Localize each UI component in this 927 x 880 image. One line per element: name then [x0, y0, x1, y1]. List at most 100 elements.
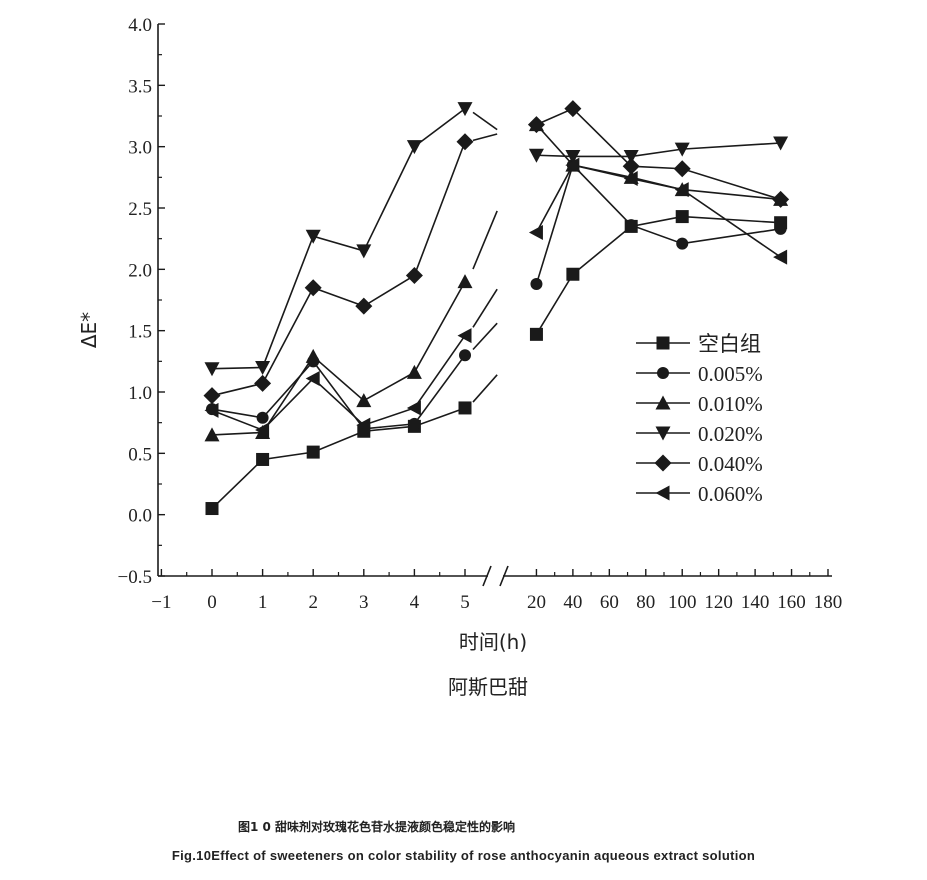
y-tick-label: 4.0 [128, 15, 152, 36]
data-point [204, 402, 219, 418]
data-point [356, 244, 372, 259]
legend-label: 0.040% [698, 452, 763, 476]
data-point [255, 422, 270, 438]
axes: −0.5 0.0 0.5 1.0 1.5 2.0 2.5 3.0 3.5 4.0 −1 0 1 2 3 4 5 2… [118, 15, 843, 613]
y-tick-label: 2.0 [128, 260, 152, 281]
x-axis-title: 时间(h) [459, 630, 527, 654]
x-tick-label: 80 [636, 592, 655, 613]
legend-label: 0.010% [698, 392, 763, 416]
data-point [675, 210, 689, 224]
x-tick-label: 4 [410, 592, 420, 613]
data-point [408, 417, 421, 430]
break-connector [472, 133, 498, 142]
legend-marker [654, 454, 672, 472]
data-point [459, 349, 471, 362]
data-point [774, 222, 787, 235]
x-tick-label: 0 [207, 592, 217, 613]
x-tick-label: 100 [668, 592, 697, 613]
legend-marker [655, 426, 671, 441]
x-tick-label: 120 [704, 592, 733, 613]
x-tick-label: 160 [777, 592, 806, 613]
data-point [256, 411, 269, 424]
data-point [254, 374, 272, 392]
line-chart: −0.5 0.0 0.5 1.0 1.5 2.0 2.5 3.0 3.5 4.0 −1 0 1 2 3 4 5 2… [77, 15, 843, 699]
data-point [530, 278, 543, 291]
data-point [676, 237, 689, 250]
legend-item: 0.005% [636, 362, 763, 386]
data-point [528, 225, 543, 241]
legend-item: 0.060% [636, 482, 763, 506]
data-point [674, 142, 690, 157]
series-4 [204, 102, 789, 377]
data-point [623, 149, 639, 164]
x-tick-label: 40 [563, 592, 582, 613]
data-point [305, 229, 321, 244]
legend-item: 空白组 [636, 332, 761, 356]
legend-marker [655, 485, 670, 501]
data-point [356, 417, 371, 433]
data-point [457, 102, 473, 117]
data-point [305, 348, 321, 363]
break-connector [472, 210, 498, 270]
break-connector [472, 322, 498, 351]
legend-item: 0.010% [636, 392, 763, 416]
data-point [305, 371, 320, 387]
series-line-right [535, 163, 781, 285]
series-line-left [211, 108, 466, 370]
data-point [529, 327, 543, 341]
data-point [457, 274, 473, 289]
legend-marker [656, 336, 670, 350]
data-point [458, 401, 472, 415]
series-5 [203, 100, 790, 405]
legend-label: 空白组 [698, 332, 761, 356]
series-line-right [535, 164, 782, 258]
x-tick-label: 60 [600, 592, 619, 613]
data-point [457, 328, 472, 344]
legend-label: 0.005% [698, 362, 763, 386]
data-point [565, 149, 581, 164]
legend-label: 0.020% [698, 422, 763, 446]
data-point [205, 502, 219, 516]
y-tick-label: 2.5 [128, 199, 152, 220]
data-point [356, 393, 372, 408]
axis-break-mark [499, 565, 509, 587]
axis-break-mark [482, 565, 492, 587]
legend-label: 0.060% [698, 482, 763, 506]
data-point [673, 160, 691, 178]
legend-item: 0.020% [636, 422, 763, 446]
y-tick-label: 1.5 [128, 322, 152, 343]
data-point [622, 157, 640, 175]
x-tick-label: 5 [460, 592, 470, 613]
series-line-left [211, 281, 466, 436]
data-point [566, 267, 580, 281]
data-point [528, 148, 544, 163]
data-point [304, 279, 322, 297]
data-point [564, 100, 582, 118]
data-point [565, 157, 580, 173]
y-tick-label: −0.5 [118, 567, 152, 588]
data-point [623, 171, 638, 187]
series-line-left [211, 407, 466, 510]
legend-item: 0.040% [636, 452, 763, 476]
data-point [255, 360, 271, 375]
data-point [204, 427, 220, 442]
x-tick-label: 180 [814, 592, 843, 613]
data-point [306, 445, 320, 459]
legend-marker [657, 367, 669, 379]
break-connector [472, 111, 498, 131]
figure-caption-chinese: 图1 0 甜味剂对玫瑰花色苷水提液颜色稳定性的影响 [238, 820, 516, 834]
x-tick-label: 140 [741, 592, 770, 613]
data-point [773, 136, 789, 151]
chart-subtitle: 阿斯巴甜 [448, 675, 528, 699]
data-point [203, 387, 221, 405]
data-point [406, 364, 422, 379]
x-tick-label: 2 [308, 592, 318, 613]
series-line-left [211, 141, 466, 397]
y-tick-label: 0.0 [128, 506, 152, 527]
x-tick-label: 20 [527, 592, 546, 613]
data-point [456, 133, 474, 151]
data-point [256, 452, 270, 466]
data-point [527, 116, 545, 134]
series-layer [203, 100, 790, 516]
data-point [406, 140, 422, 155]
